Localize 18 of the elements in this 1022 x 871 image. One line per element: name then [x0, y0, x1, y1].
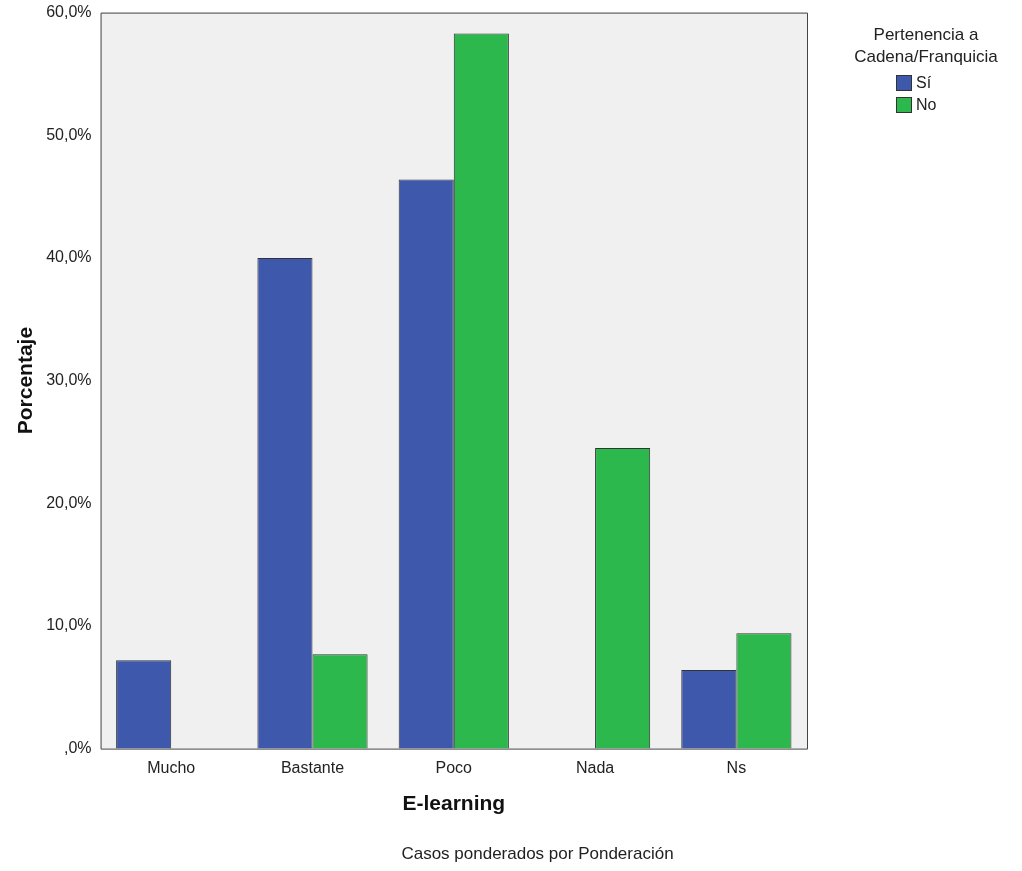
- x-tick-label: Poco: [435, 758, 473, 776]
- text: Casos ponderados por Ponderación: [400, 844, 675, 864]
- x-tick-label: Mucho: [147, 758, 196, 776]
- x-tick-label: Nada: [575, 758, 615, 776]
- y-tick-label: ,0%: [63, 739, 92, 757]
- x-tick-label: Ns: [726, 758, 747, 776]
- y-tick-label: 20,0%: [46, 493, 92, 511]
- y-tick-label: 50,0%: [46, 125, 92, 143]
- legend-label: No: [916, 96, 937, 114]
- y-tick-label: 10,0%: [46, 616, 92, 634]
- y-tick-label: 30,0%: [46, 371, 92, 389]
- legend-label: Sí: [916, 74, 932, 92]
- y-tick-label: 40,0%: [46, 248, 92, 266]
- x-tick-label: Bastante: [280, 758, 345, 776]
- x-axis-title: E-learning: [402, 791, 506, 815]
- y-tick-label: 60,0%: [46, 3, 92, 21]
- legend-title: Pertenencia a Cadena/Franquicia: [853, 24, 999, 68]
- y-axis-title: Porcentaje: [13, 326, 37, 435]
